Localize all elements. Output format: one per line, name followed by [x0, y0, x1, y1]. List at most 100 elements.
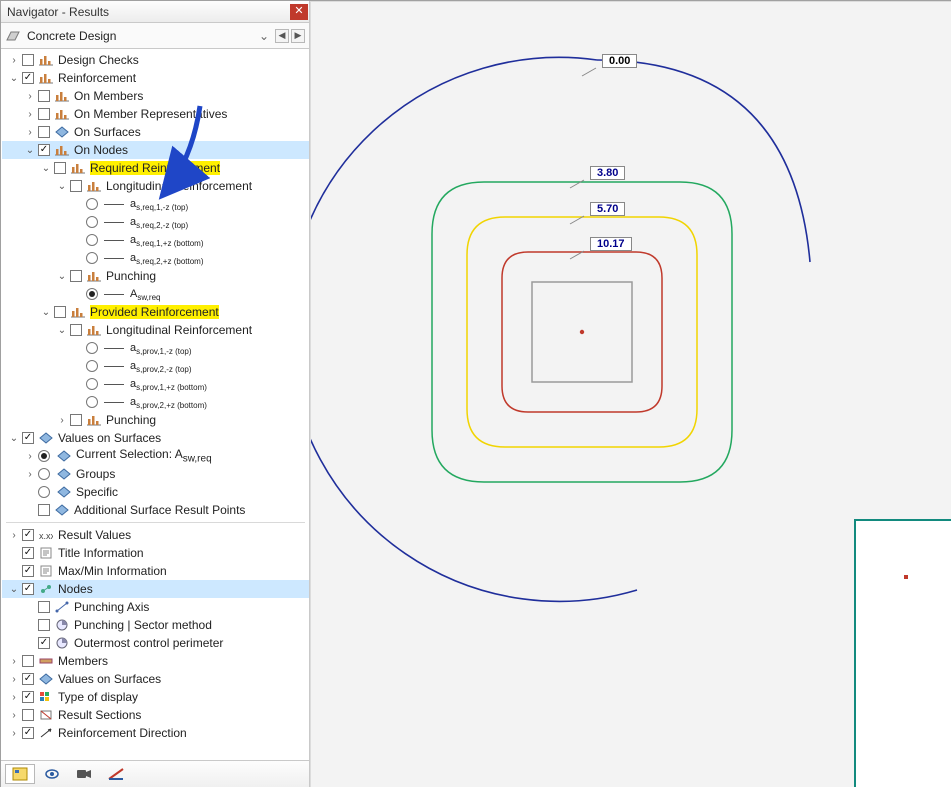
- tree-item-punch-sector[interactable]: Punching | Sector method: [2, 616, 309, 634]
- tree-item-result-sections[interactable]: ›Result Sections: [2, 706, 309, 724]
- tree-item-reinf-dir[interactable]: ›✓Reinforcement Direction: [2, 724, 309, 742]
- checkbox[interactable]: [38, 601, 50, 613]
- tree-item-p2[interactable]: as,prov,2,-z (top): [2, 357, 309, 375]
- checkbox[interactable]: [70, 180, 82, 192]
- radio[interactable]: [86, 198, 98, 210]
- tree-item-members[interactable]: ›Members: [2, 652, 309, 670]
- expand-icon[interactable]: ›: [8, 655, 20, 667]
- tree-item-specific[interactable]: Specific: [2, 483, 309, 501]
- checkbox[interactable]: [54, 306, 66, 318]
- checkbox[interactable]: [38, 504, 50, 516]
- radio[interactable]: [86, 378, 98, 390]
- nav-prev-button[interactable]: ◀: [275, 29, 289, 43]
- collapse-icon[interactable]: ⌄: [40, 306, 52, 318]
- checkbox[interactable]: ✓: [22, 727, 34, 739]
- tree-item-title-info[interactable]: ✓Title Information: [2, 544, 309, 562]
- tab-video[interactable]: [69, 764, 99, 784]
- tree-item-reinforcement[interactable]: ⌄✓Reinforcement: [2, 69, 309, 87]
- tab-view[interactable]: [37, 764, 67, 784]
- checkbox[interactable]: [70, 324, 82, 336]
- radio[interactable]: [86, 396, 98, 408]
- checkbox[interactable]: ✓: [22, 547, 34, 559]
- checkbox[interactable]: [22, 709, 34, 721]
- collapse-icon[interactable]: ⌄: [24, 144, 36, 156]
- expand-icon[interactable]: ›: [56, 414, 68, 426]
- radio[interactable]: [38, 450, 50, 462]
- tree-item-r1[interactable]: as,req,1,-z (top): [2, 195, 309, 213]
- tree-item-result-values[interactable]: ›✓x.xxResult Values: [2, 526, 309, 544]
- expand-icon[interactable]: ›: [24, 108, 36, 120]
- checkbox[interactable]: ✓: [22, 583, 34, 595]
- tree-item-cur-sel[interactable]: ›Current Selection: Asw,req: [2, 447, 309, 465]
- tree-item-p4[interactable]: as,prov,2,+z (bottom): [2, 393, 309, 411]
- tree-item-on-nodes[interactable]: ⌄✓On Nodes: [2, 141, 309, 159]
- radio[interactable]: [86, 360, 98, 372]
- checkbox[interactable]: [54, 162, 66, 174]
- tree-item-r2[interactable]: as,req,2,-z (top): [2, 213, 309, 231]
- collapse-icon[interactable]: ⌄: [56, 270, 68, 282]
- expand-icon[interactable]: ›: [24, 90, 36, 102]
- tree-item-addpts[interactable]: Additional Surface Result Points: [2, 501, 309, 519]
- tree-item-p1[interactable]: as,prov,1,-z (top): [2, 339, 309, 357]
- close-button[interactable]: ✕: [290, 4, 308, 20]
- tree-item-punch-axis[interactable]: Punching Axis: [2, 598, 309, 616]
- tab-results[interactable]: [101, 764, 131, 784]
- expand-icon[interactable]: ›: [8, 673, 20, 685]
- radio[interactable]: [38, 486, 50, 498]
- tree-item-req-long[interactable]: ⌄Longitudinal Reinforcement: [2, 177, 309, 195]
- checkbox[interactable]: ✓: [38, 144, 50, 156]
- checkbox[interactable]: ✓: [22, 432, 34, 444]
- tree-item-maxmin[interactable]: ✓Max/Min Information: [2, 562, 309, 580]
- dropdown-icon[interactable]: ⌄: [255, 29, 273, 43]
- tree-item-r5[interactable]: Asw,req: [2, 285, 309, 303]
- checkbox[interactable]: ✓: [22, 565, 34, 577]
- section-header[interactable]: Concrete Design ⌄ ◀ ▶: [1, 23, 309, 49]
- checkbox[interactable]: [38, 619, 50, 631]
- expand-icon[interactable]: ›: [24, 126, 36, 138]
- tree-item-on-members[interactable]: ›On Members: [2, 87, 309, 105]
- tree-item-groups[interactable]: ›Groups: [2, 465, 309, 483]
- checkbox[interactable]: ✓: [22, 673, 34, 685]
- radio[interactable]: [86, 216, 98, 228]
- tree-item-r3[interactable]: as,req,1,+z (bottom): [2, 231, 309, 249]
- checkbox[interactable]: [38, 108, 50, 120]
- radio[interactable]: [86, 288, 98, 300]
- checkbox[interactable]: ✓: [22, 691, 34, 703]
- collapse-icon[interactable]: ⌄: [8, 72, 20, 84]
- collapse-icon[interactable]: ⌄: [56, 324, 68, 336]
- tree-item-req-reinf[interactable]: ⌄Required Reinforcement: [2, 159, 309, 177]
- tree-item-p3[interactable]: as,prov,1,+z (bottom): [2, 375, 309, 393]
- tree-item-nodes[interactable]: ⌄✓Nodes: [2, 580, 309, 598]
- expand-icon[interactable]: ›: [8, 529, 20, 541]
- expand-icon[interactable]: ›: [8, 709, 20, 721]
- expand-icon[interactable]: ›: [8, 691, 20, 703]
- nav-next-button[interactable]: ▶: [291, 29, 305, 43]
- tree-item-prov-long[interactable]: ⌄Longitudinal Reinforcement: [2, 321, 309, 339]
- collapse-icon[interactable]: ⌄: [40, 162, 52, 174]
- checkbox[interactable]: [22, 54, 34, 66]
- tree-item-prov-punch[interactable]: ›Punching: [2, 411, 309, 429]
- tree-item-on-surfaces[interactable]: ›On Surfaces: [2, 123, 309, 141]
- tree-item-r4[interactable]: as,req,2,+z (bottom): [2, 249, 309, 267]
- checkbox[interactable]: ✓: [22, 529, 34, 541]
- checkbox[interactable]: ✓: [22, 72, 34, 84]
- radio[interactable]: [86, 252, 98, 264]
- result-tree[interactable]: ›Design Checks⌄✓Reinforcement›On Members…: [1, 49, 309, 760]
- expand-icon[interactable]: ›: [8, 727, 20, 739]
- tree-item-vals-surf2[interactable]: ›✓Values on Surfaces: [2, 670, 309, 688]
- collapse-icon[interactable]: ⌄: [8, 432, 20, 444]
- checkbox[interactable]: [38, 126, 50, 138]
- tree-item-prov-reinf[interactable]: ⌄Provided Reinforcement: [2, 303, 309, 321]
- tree-item-req-punch[interactable]: ⌄Punching: [2, 267, 309, 285]
- tree-item-design-checks[interactable]: ›Design Checks: [2, 51, 309, 69]
- expand-icon[interactable]: ›: [24, 450, 36, 462]
- tree-item-on-member-reps[interactable]: ›On Member Representatives: [2, 105, 309, 123]
- tree-item-type-display[interactable]: ›✓Type of display: [2, 688, 309, 706]
- tab-data[interactable]: [5, 764, 35, 784]
- radio[interactable]: [86, 342, 98, 354]
- model-viewport[interactable]: 10.175.703.800.00: [310, 1, 951, 787]
- checkbox[interactable]: [22, 655, 34, 667]
- tree-item-out-perim[interactable]: ✓Outermost control perimeter: [2, 634, 309, 652]
- expand-icon[interactable]: ›: [8, 54, 20, 66]
- radio[interactable]: [86, 234, 98, 246]
